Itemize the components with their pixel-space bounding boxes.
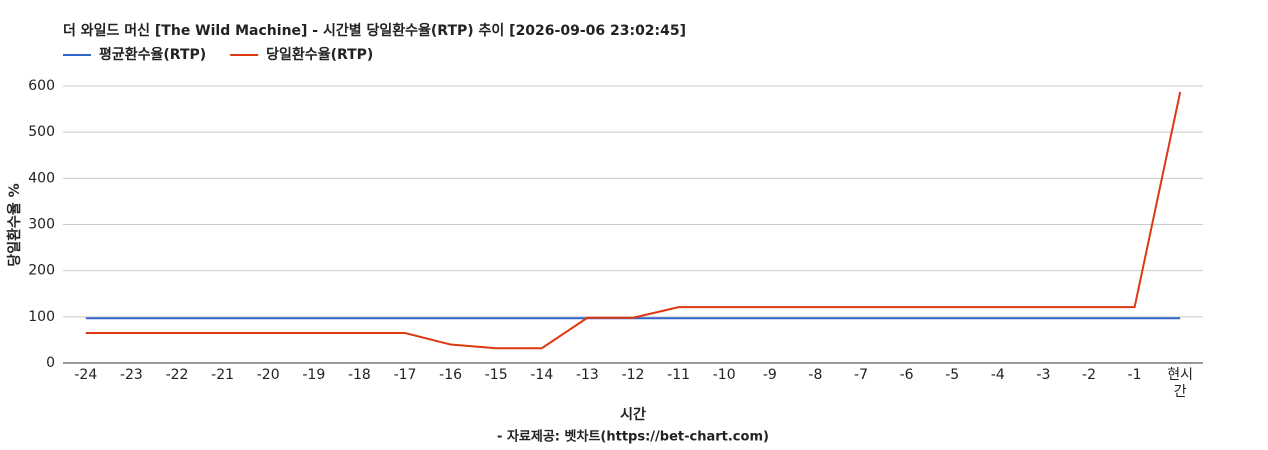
y-tick-label: 300 — [28, 217, 55, 233]
x-tick-label: -5 — [945, 367, 960, 383]
y-tick-label: 500 — [28, 124, 55, 140]
x-tick-label: -13 — [575, 367, 599, 383]
x-tick-label: -1 — [1127, 367, 1142, 383]
legend-label: 평균환수율(RTP) — [99, 46, 206, 63]
x-tick-label: -11 — [667, 367, 691, 383]
x-tick-label: -20 — [256, 367, 280, 383]
x-tick-label: -9 — [762, 367, 777, 383]
series-line — [85, 91, 1182, 350]
x-tick-label: -4 — [990, 367, 1005, 383]
x-tick-label: -14 — [530, 367, 554, 383]
y-tick-label: 100 — [28, 309, 55, 325]
x-tick-label: -18 — [347, 367, 371, 383]
y-tick-label: 400 — [28, 170, 55, 186]
x-tick-label: -23 — [119, 367, 143, 383]
x-tick-label: -10 — [712, 367, 736, 383]
x-tick-label: 현시간 — [1167, 367, 1194, 400]
x-tick-label: -2 — [1082, 367, 1096, 383]
x-tick-label: -19 — [302, 367, 326, 383]
y-axis-title: 당일환수율 % — [6, 183, 23, 266]
legend-label: 당일환수율(RTP) — [266, 46, 373, 63]
x-tick-label: -24 — [74, 367, 98, 383]
x-tick-label: -15 — [484, 367, 508, 383]
x-tick-label: -8 — [808, 367, 823, 383]
x-axis-title: 시간 — [620, 406, 646, 423]
chart-title: 더 와일드 머신 [The Wild Machine] - 시간별 당일환수율(… — [63, 22, 686, 39]
y-tick-label: 200 — [28, 263, 55, 279]
y-tick-label: 0 — [46, 355, 55, 371]
x-tick-label: -17 — [393, 367, 417, 383]
x-tick-label: -16 — [439, 367, 463, 383]
x-tick-label: -21 — [211, 367, 235, 383]
y-tick-label: 600 — [28, 78, 55, 94]
x-tick-label: -6 — [899, 367, 914, 383]
x-tick-label: -12 — [621, 367, 645, 383]
source-note: - 자료제공: 벳차트(https://bet-chart.com) — [497, 429, 769, 445]
x-tick-label: -22 — [165, 367, 189, 383]
x-tick-label: -3 — [1036, 367, 1051, 383]
x-tick-label: -7 — [854, 367, 868, 383]
